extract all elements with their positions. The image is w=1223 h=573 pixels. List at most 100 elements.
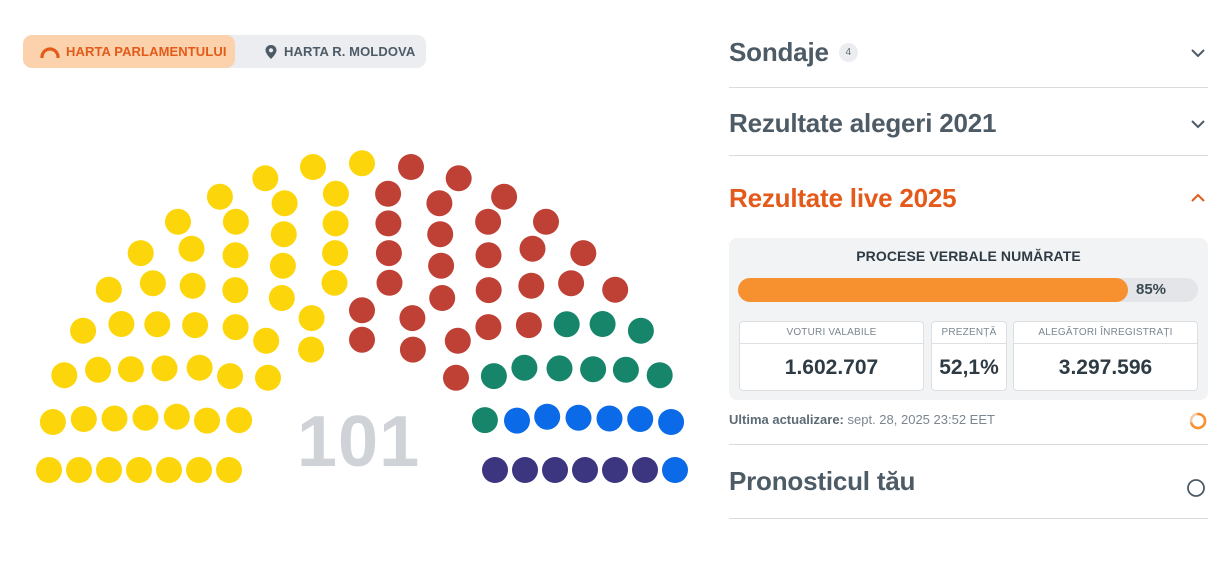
seat-yellow[interactable] [300,154,326,180]
forecast-accordion-header[interactable]: Pronosticul tău [729,444,1208,519]
seat-red[interactable] [602,276,629,303]
seat-green[interactable] [627,317,654,344]
seat-red[interactable] [428,252,455,279]
seat-red[interactable] [427,221,454,248]
parliament-map-tab[interactable]: HARTA PARLAMENTULUI [23,35,235,68]
seat-red[interactable] [519,235,546,262]
seat-yellow[interactable] [66,457,92,483]
seat-yellow[interactable] [96,457,122,483]
seat-red[interactable] [445,165,472,192]
seat-yellow[interactable] [117,356,144,383]
seat-red[interactable] [375,210,402,237]
seat-yellow[interactable] [222,208,249,235]
seat-yellow[interactable] [127,240,154,267]
seat-yellow[interactable] [271,190,298,217]
seat-green[interactable] [612,356,639,383]
seat-yellow[interactable] [39,409,66,435]
seat-yellow[interactable] [70,317,97,344]
seat-red[interactable] [570,240,597,267]
seat-red[interactable] [375,180,402,207]
seat-yellow[interactable] [206,183,233,210]
seat-red[interactable] [399,336,426,363]
seat-red[interactable] [429,285,456,311]
seat-yellow[interactable] [85,356,112,383]
seat-yellow[interactable] [101,405,128,432]
seat-yellow[interactable] [186,457,212,483]
seat-yellow[interactable] [144,311,171,338]
seat-blue[interactable] [504,407,530,434]
seat-yellow[interactable] [268,285,295,311]
seat-blue[interactable] [662,457,688,483]
seat-yellow[interactable] [163,403,190,430]
seat-red[interactable] [518,272,545,299]
seat-red[interactable] [491,183,518,210]
seat-navy[interactable] [482,457,508,483]
seat-red[interactable] [426,190,453,217]
seat-yellow[interactable] [222,277,249,304]
seat-red[interactable] [444,327,471,354]
moldova-map-tab[interactable]: HARTA R. MOLDOVA [255,35,426,68]
seat-green[interactable] [553,311,580,338]
seat-red[interactable] [558,270,585,297]
seat-green[interactable] [580,356,607,383]
seat-yellow[interactable] [222,242,249,269]
seat-yellow[interactable] [226,407,253,434]
polls-accordion-header[interactable]: Sondaje 4 [729,18,1208,88]
seat-red[interactable] [399,305,426,332]
seat-red[interactable] [475,277,502,304]
seat-yellow[interactable] [156,457,182,483]
seat-blue[interactable] [534,403,561,430]
seat-blue[interactable] [627,406,654,432]
seat-yellow[interactable] [132,404,159,431]
seat-red[interactable] [376,269,403,296]
seat-yellow[interactable] [269,252,296,279]
seat-yellow[interactable] [322,210,349,237]
seat-yellow[interactable] [217,363,244,390]
seat-yellow[interactable] [108,311,135,337]
seat-blue[interactable] [658,409,685,435]
seat-yellow[interactable] [182,312,209,339]
seat-yellow[interactable] [179,272,206,299]
live-results-accordion-header[interactable]: Rezultate live 2025 [729,166,1208,230]
seat-yellow[interactable] [95,276,122,303]
seat-red[interactable] [475,208,502,235]
seat-navy[interactable] [542,457,568,483]
seat-green[interactable] [480,363,507,390]
seat-green[interactable] [646,362,673,389]
seat-red[interactable] [349,297,375,324]
seat-yellow[interactable] [298,305,325,332]
seat-yellow[interactable] [349,150,375,177]
seat-red[interactable] [515,312,542,339]
seat-red[interactable] [443,364,469,391]
seat-yellow[interactable] [139,270,166,297]
seat-green[interactable] [471,407,498,434]
seat-red[interactable] [475,314,502,341]
seat-navy[interactable] [632,457,658,483]
seat-yellow[interactable] [194,407,220,434]
seat-navy[interactable] [512,457,538,483]
seat-yellow[interactable] [322,180,349,207]
seat-red[interactable] [475,242,502,269]
seat-yellow[interactable] [126,457,152,483]
seat-yellow[interactable] [270,221,297,248]
seat-yellow[interactable] [70,406,97,432]
seat-yellow[interactable] [252,165,279,192]
seat-yellow[interactable] [322,240,349,267]
seat-red[interactable] [533,208,559,235]
seat-yellow[interactable] [165,208,191,235]
results-2021-accordion-header[interactable]: Rezultate alegeri 2021 [729,92,1208,156]
seat-green[interactable] [589,311,616,337]
seat-yellow[interactable] [186,354,213,381]
seat-yellow[interactable] [216,457,242,483]
seat-yellow[interactable] [178,235,205,262]
seat-red[interactable] [375,240,402,267]
seat-red[interactable] [398,154,424,180]
seat-green[interactable] [546,355,573,382]
seat-red[interactable] [349,326,375,353]
seat-yellow[interactable] [222,314,249,341]
seat-green[interactable] [511,354,538,381]
seat-yellow[interactable] [321,269,348,296]
seat-blue[interactable] [596,405,623,432]
seat-yellow[interactable] [36,457,62,483]
seat-blue[interactable] [565,404,592,431]
